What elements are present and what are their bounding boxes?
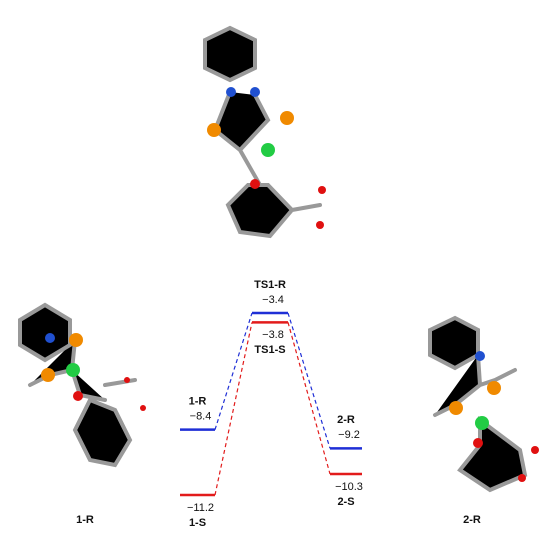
molecule-1r (18, 302, 146, 468)
molecule-2r (428, 315, 539, 493)
level-label: 2-R (337, 414, 355, 426)
structure-label: 2-R (463, 514, 481, 526)
level-label: TS1-R (254, 279, 286, 291)
level-label: TS1-S (254, 344, 285, 356)
molecule-ts (203, 25, 326, 239)
value-label: −8.4 (190, 411, 212, 423)
connector (287, 322, 331, 475)
level-label: 1-R (189, 396, 207, 408)
connector (214, 312, 253, 430)
level-label: 1-S (189, 517, 206, 529)
level-label: 2-S (337, 496, 354, 508)
connector (287, 312, 331, 449)
connector (214, 322, 253, 496)
value-label: −11.2 (187, 502, 214, 514)
value-label: −3.4 (262, 294, 284, 306)
value-label: −10.3 (335, 481, 363, 493)
value-label: −9.2 (338, 429, 360, 441)
structure-label: 1-R (76, 514, 94, 526)
value-label: −3.8 (262, 329, 284, 341)
